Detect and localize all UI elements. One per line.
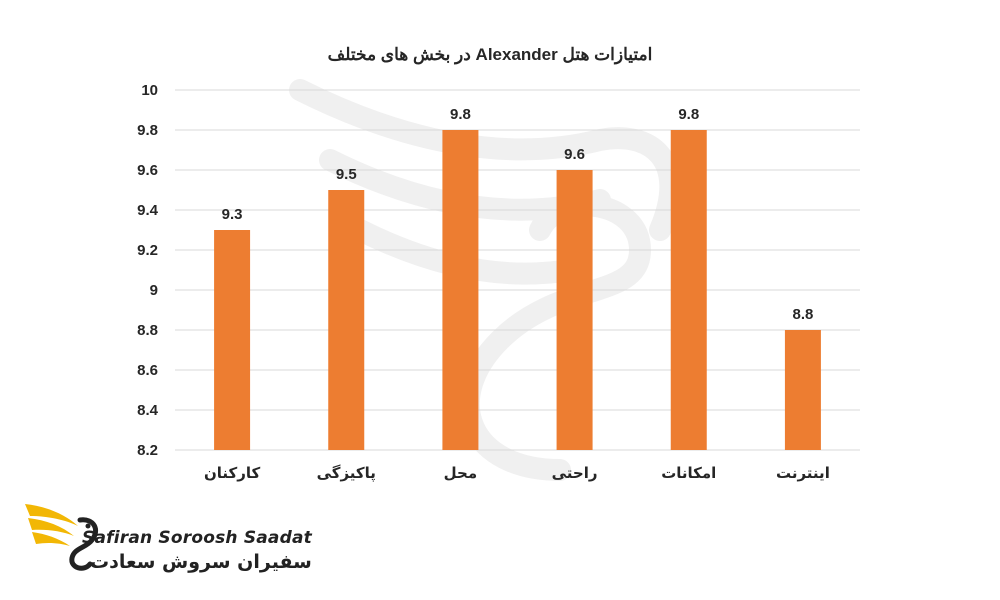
y-tick-label: 9.6 — [137, 162, 158, 179]
x-axis-category-labels: کارکنان پاکیزگی محل راحتی امکانات اینترنت — [204, 464, 830, 483]
y-tick-label: 8.4 — [137, 402, 159, 419]
bar — [442, 130, 479, 450]
data-label: 9.5 — [336, 166, 357, 183]
data-label: 9.8 — [678, 106, 699, 123]
bar — [670, 130, 707, 450]
data-label: 9.3 — [222, 206, 243, 223]
x-tick-label: کارکنان — [204, 464, 261, 482]
y-tick-label: 9.2 — [137, 242, 158, 259]
x-tick-label: راحتی — [552, 464, 598, 482]
y-tick-label: 8.8 — [137, 322, 158, 339]
data-label: 8.8 — [792, 306, 813, 323]
bar — [214, 230, 251, 450]
y-tick-label: 9 — [150, 282, 158, 299]
brand-logo: Safiran Soroosh Saadat سفیران سروش سعادت — [20, 496, 320, 586]
y-tick-label: 8.2 — [137, 442, 158, 459]
bar — [784, 330, 821, 450]
x-tick-label: محل — [444, 464, 478, 482]
x-tick-label: پاکیزگی — [317, 464, 376, 483]
y-axis-tick-labels: 8.2 8.4 8.6 8.8 9 9.2 9.4 9.6 9.8 10 — [137, 82, 159, 459]
data-labels: 9.3 9.5 9.8 9.6 9.8 8.8 — [222, 106, 814, 323]
bars — [214, 130, 821, 450]
data-label: 9.6 — [564, 146, 585, 163]
y-tick-label: 9.8 — [137, 122, 158, 139]
bar — [556, 170, 593, 450]
brand-name-fa: سفیران سروش سعادت — [90, 551, 312, 573]
grid-lines — [175, 89, 860, 451]
data-label: 9.8 — [450, 106, 471, 123]
y-tick-label: 8.6 — [137, 362, 158, 379]
brand-name-en: Safiran Soroosh Saadat — [82, 528, 312, 548]
x-tick-label: اینترنت — [776, 464, 830, 482]
y-tick-label: 9.4 — [137, 202, 159, 219]
bar — [328, 190, 365, 450]
eagle-logo-icon — [25, 504, 98, 571]
chart-title: امتیازات هتل Alexander در بخش های مختلف — [328, 45, 653, 65]
y-tick-label: 10 — [141, 82, 158, 99]
x-tick-label: امکانات — [661, 464, 716, 482]
